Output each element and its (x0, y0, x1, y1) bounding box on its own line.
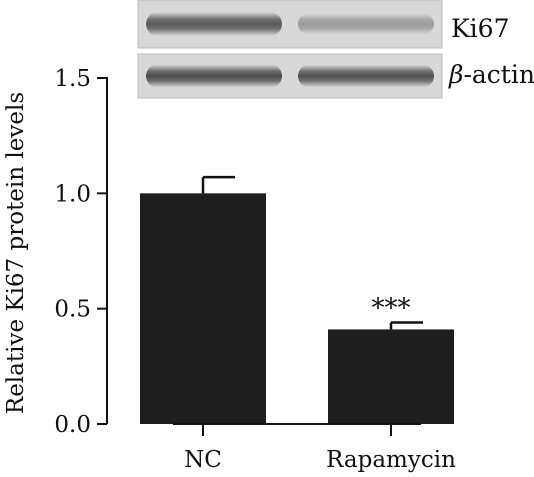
blot-band (146, 64, 282, 88)
bar (328, 329, 454, 424)
significance-annotation: *** (372, 294, 411, 324)
blot-label-ki67: Ki67 (451, 14, 510, 43)
blot-label-actin-suffix: -actin (463, 60, 534, 89)
blot-band (146, 11, 282, 37)
y-tick-label: 0.0 (54, 412, 91, 438)
blot-band (298, 13, 434, 35)
y-tick-label: 0.5 (54, 297, 91, 323)
beta-symbol: β (449, 60, 464, 89)
y-tick-label: 1.5 (54, 66, 91, 92)
x-tick-label: Rapamycin (326, 447, 456, 473)
plot-area: 0.0 0.5 1.0 1.5 NC *** Rapamycin (54, 66, 456, 473)
blot-label-beta-actin: β-actin (449, 60, 534, 89)
bar (140, 193, 266, 424)
western-blot (137, 0, 443, 99)
x-tick-label: NC (184, 447, 222, 473)
y-tick-label: 1.0 (54, 181, 91, 207)
y-axis-label: Relative Ki67 protein levels (3, 92, 29, 414)
blot-band (298, 64, 434, 88)
